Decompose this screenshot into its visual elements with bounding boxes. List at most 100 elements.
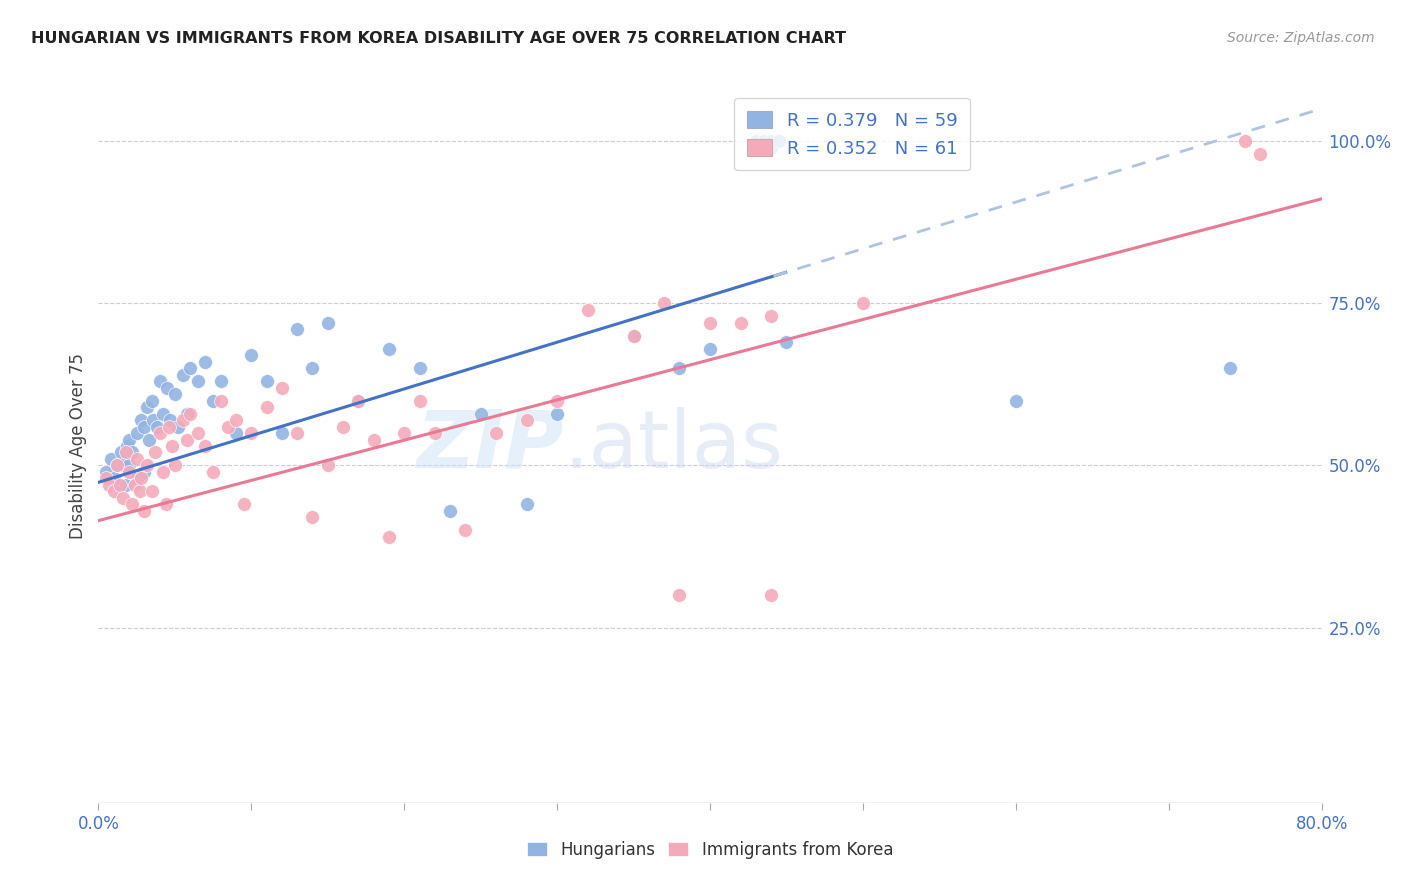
Legend: Hungarians, Immigrants from Korea: Hungarians, Immigrants from Korea bbox=[520, 835, 900, 866]
Point bbox=[121, 497, 143, 511]
Point bbox=[163, 458, 186, 473]
Point bbox=[270, 425, 292, 440]
Point bbox=[1004, 393, 1026, 408]
Point bbox=[115, 445, 138, 459]
Point bbox=[301, 361, 323, 376]
Point bbox=[378, 342, 401, 356]
Point bbox=[108, 478, 131, 492]
Point bbox=[143, 445, 166, 459]
Point bbox=[240, 425, 263, 440]
Point bbox=[194, 354, 217, 368]
Point bbox=[668, 361, 690, 376]
Point bbox=[256, 374, 278, 388]
Point bbox=[117, 439, 139, 453]
Point bbox=[134, 504, 156, 518]
Point bbox=[225, 425, 247, 440]
Point bbox=[546, 393, 568, 408]
Point bbox=[129, 413, 152, 427]
Point bbox=[134, 419, 156, 434]
Point bbox=[378, 530, 401, 544]
Point bbox=[316, 316, 339, 330]
Point bbox=[172, 368, 194, 382]
Point bbox=[145, 419, 167, 434]
Point bbox=[121, 445, 143, 459]
Point bbox=[301, 510, 323, 524]
Point bbox=[759, 140, 782, 154]
Point bbox=[392, 425, 416, 440]
Text: .atlas: .atlas bbox=[564, 407, 783, 485]
Point bbox=[699, 316, 721, 330]
Point bbox=[94, 471, 117, 485]
Point bbox=[142, 413, 165, 427]
Point bbox=[94, 465, 117, 479]
Point bbox=[157, 419, 180, 434]
Point bbox=[759, 588, 782, 602]
Point bbox=[118, 465, 141, 479]
Point bbox=[217, 419, 239, 434]
Point bbox=[167, 419, 190, 434]
Point bbox=[128, 484, 150, 499]
Point bbox=[363, 433, 385, 447]
Point bbox=[408, 361, 430, 376]
Point bbox=[129, 471, 152, 485]
Point bbox=[775, 335, 797, 350]
Point bbox=[202, 393, 225, 408]
Point bbox=[1219, 361, 1241, 376]
Point bbox=[623, 328, 645, 343]
Point bbox=[141, 393, 163, 408]
Point bbox=[152, 465, 174, 479]
Point bbox=[124, 478, 146, 492]
Point bbox=[156, 381, 179, 395]
Point bbox=[138, 433, 160, 447]
Point bbox=[176, 407, 198, 421]
Point bbox=[136, 400, 159, 414]
Point bbox=[576, 302, 599, 317]
Point bbox=[149, 425, 172, 440]
Text: HUNGARIAN VS IMMIGRANTS FROM KOREA DISABILITY AGE OVER 75 CORRELATION CHART: HUNGARIAN VS IMMIGRANTS FROM KOREA DISAB… bbox=[31, 31, 846, 46]
Point bbox=[141, 484, 163, 499]
Point bbox=[439, 504, 461, 518]
Point bbox=[485, 425, 508, 440]
Text: ZIP: ZIP bbox=[416, 407, 564, 485]
Point bbox=[1249, 147, 1271, 161]
Point bbox=[118, 433, 141, 447]
Point bbox=[125, 452, 148, 467]
Point bbox=[225, 413, 247, 427]
Point bbox=[103, 484, 125, 499]
Point bbox=[408, 393, 430, 408]
Point bbox=[159, 413, 181, 427]
Point bbox=[232, 497, 254, 511]
Point bbox=[768, 134, 790, 148]
Point bbox=[125, 425, 148, 440]
Point bbox=[187, 374, 209, 388]
Point bbox=[256, 400, 278, 414]
Point bbox=[347, 393, 370, 408]
Point bbox=[759, 310, 782, 324]
Point bbox=[155, 497, 177, 511]
Point bbox=[652, 296, 675, 310]
Point bbox=[194, 439, 217, 453]
Point bbox=[103, 471, 125, 485]
Point bbox=[111, 491, 134, 505]
Point bbox=[730, 316, 752, 330]
Point bbox=[270, 381, 292, 395]
Point bbox=[347, 393, 370, 408]
Point bbox=[187, 425, 209, 440]
Point bbox=[176, 433, 198, 447]
Point bbox=[285, 425, 308, 440]
Point bbox=[623, 328, 645, 343]
Point bbox=[111, 458, 134, 473]
Point bbox=[1234, 134, 1257, 148]
Point bbox=[105, 458, 128, 473]
Point bbox=[125, 471, 148, 485]
Point bbox=[134, 465, 156, 479]
Point bbox=[115, 478, 138, 492]
Point bbox=[172, 413, 194, 427]
Point bbox=[454, 524, 477, 538]
Point bbox=[516, 413, 538, 427]
Point bbox=[470, 407, 492, 421]
Point bbox=[209, 374, 232, 388]
Point bbox=[423, 425, 446, 440]
Y-axis label: Disability Age Over 75: Disability Age Over 75 bbox=[69, 353, 87, 539]
Text: Source: ZipAtlas.com: Source: ZipAtlas.com bbox=[1227, 31, 1375, 45]
